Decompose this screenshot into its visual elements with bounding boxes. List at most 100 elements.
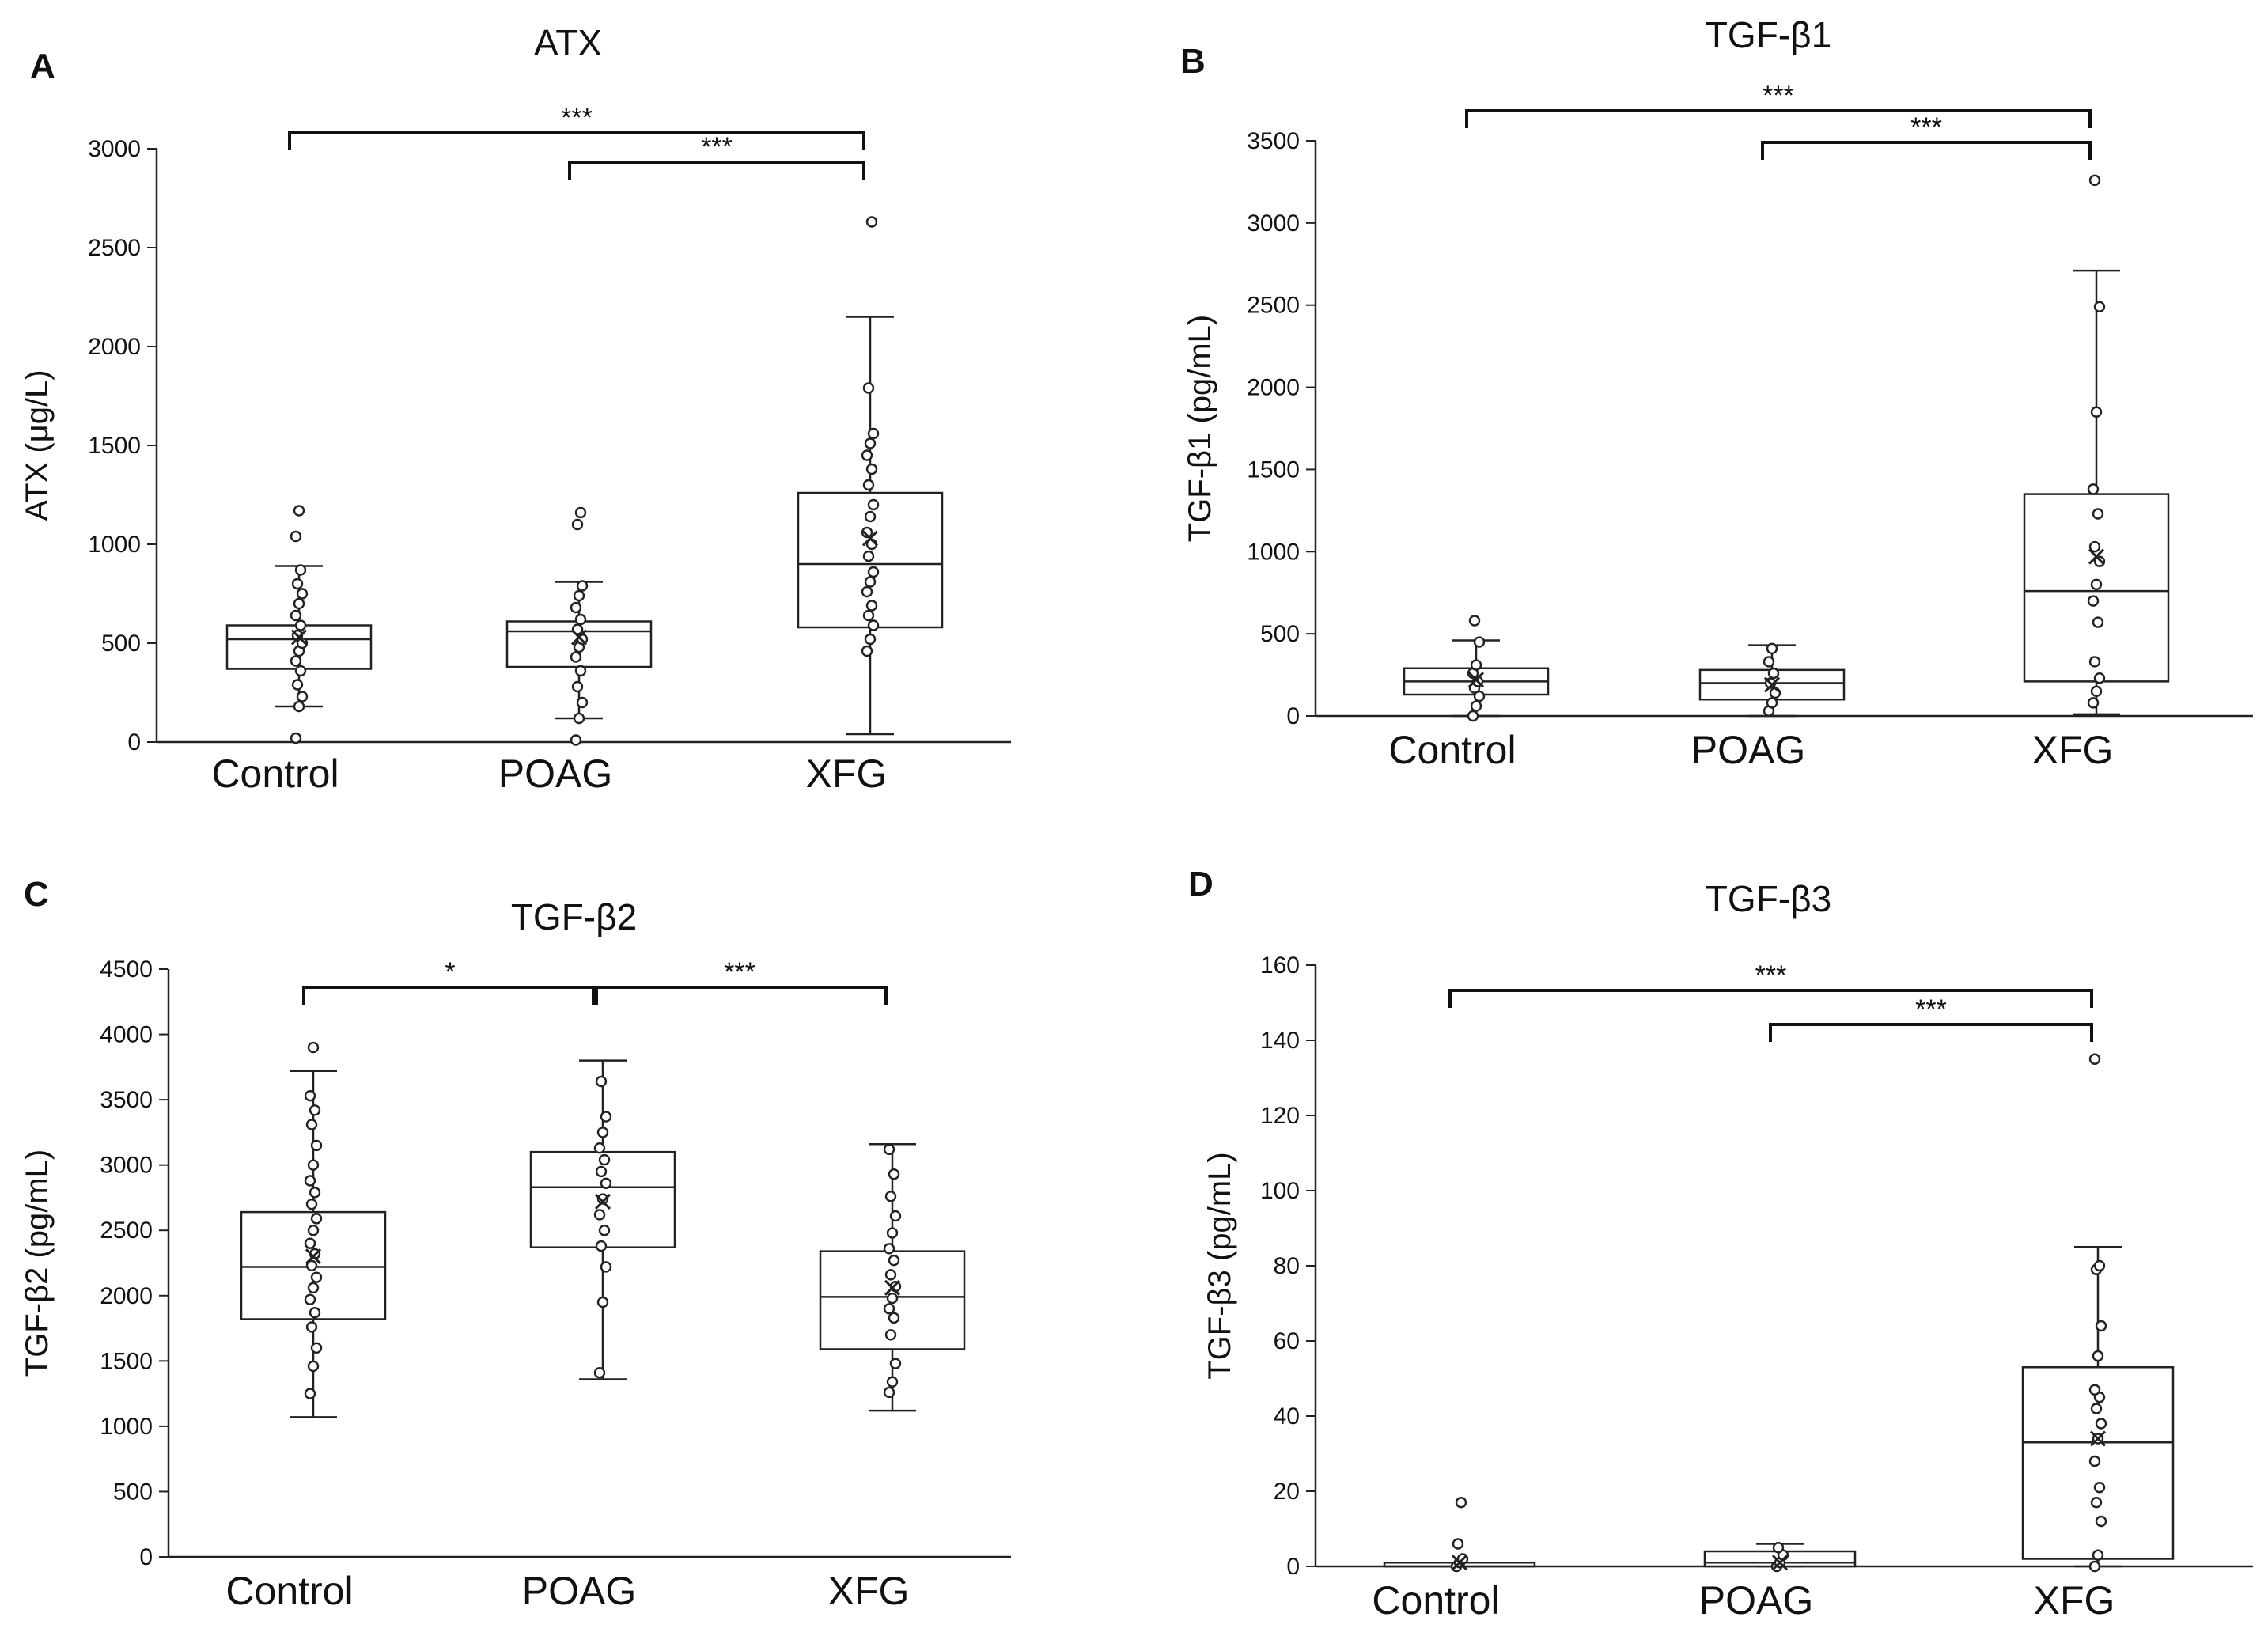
data-point	[294, 665, 307, 677]
y-tick-label: 2500	[88, 235, 141, 261]
data-point	[861, 645, 873, 657]
data-point	[593, 1142, 606, 1154]
data-point	[600, 1261, 612, 1273]
y-tick-label: 140	[1260, 1028, 1300, 1054]
data-point	[598, 1153, 611, 1166]
data-point	[290, 655, 302, 667]
x-category-label: POAG	[498, 752, 612, 796]
data-point	[2088, 1455, 2101, 1467]
y-tick-label: 160	[1260, 952, 1300, 979]
data-point	[864, 576, 877, 588]
data-point	[2087, 697, 2100, 709]
mean-marker	[2088, 548, 2105, 565]
data-point	[2093, 1482, 2106, 1494]
mean-stroke	[594, 1193, 611, 1210]
data-point	[867, 427, 880, 440]
data-point	[596, 1296, 609, 1308]
data-point	[310, 1342, 323, 1354]
data-point	[2088, 540, 2101, 553]
y-tick-label: 100	[1260, 1178, 1300, 1204]
data-point	[867, 498, 880, 511]
data-point	[886, 1376, 899, 1388]
data-point	[1767, 667, 1780, 680]
y-tick-label: 0	[1286, 703, 1300, 729]
data-point	[291, 679, 304, 691]
data-point	[862, 479, 875, 491]
data-point	[304, 1293, 316, 1305]
data-point	[571, 680, 584, 693]
data-point	[1763, 656, 1775, 668]
box-poag	[505, 506, 653, 746]
data-point	[1452, 1538, 1464, 1550]
panel-letter: A	[30, 47, 55, 85]
box-poag	[1698, 642, 1846, 718]
data-point	[2088, 1384, 2101, 1396]
y-tick-label: 2000	[1247, 375, 1300, 401]
data-point	[865, 600, 878, 612]
data-point	[2090, 578, 2103, 591]
y-tick-label: 1000	[1247, 539, 1300, 565]
chart-title: TGF-β3	[1706, 878, 1831, 919]
data-point	[2093, 672, 2106, 684]
significance-label: ***	[561, 103, 593, 133]
data-point	[291, 578, 304, 590]
significance-bracket	[288, 131, 865, 150]
y-tick-label: 2000	[100, 1283, 153, 1309]
y-tick-label: 0	[1286, 1554, 1300, 1580]
data-point	[2090, 685, 2103, 698]
y-tick-label: 60	[1274, 1328, 1300, 1354]
significance-label: ***	[1910, 112, 1942, 142]
mean-stroke	[290, 629, 308, 646]
data-point	[293, 505, 305, 517]
data-point	[867, 619, 880, 631]
significance-label: ***	[701, 132, 733, 162]
data-point	[573, 712, 585, 725]
data-point	[304, 1388, 316, 1399]
data-point	[593, 1209, 606, 1221]
data-point	[1468, 615, 1481, 627]
mean-stroke	[884, 1279, 901, 1296]
mean-marker	[1771, 1555, 1789, 1571]
data-point	[1470, 700, 1482, 712]
significance-label: *	[445, 957, 455, 987]
data-point	[888, 1254, 900, 1267]
significance-bracket	[302, 986, 598, 1005]
data-point	[294, 564, 307, 576]
mean-marker	[305, 1248, 322, 1265]
data-point	[2092, 1350, 2104, 1362]
data-point	[570, 601, 582, 614]
significance-bracket	[568, 161, 865, 180]
data-point	[2087, 595, 2100, 607]
mean-marker	[570, 629, 588, 646]
y-axis-label: TGF-β2 (pg/mL)	[20, 1149, 55, 1377]
mean-marker	[1467, 672, 1485, 688]
y-tick-label: 3500	[1247, 128, 1300, 154]
data-point	[864, 633, 877, 646]
data-point	[2090, 406, 2103, 418]
y-tick-label: 0	[139, 1544, 153, 1570]
data-point	[307, 1041, 320, 1054]
data-point	[2093, 1259, 2106, 1272]
data-point	[883, 1243, 895, 1255]
data-point	[307, 1360, 320, 1373]
data-point	[305, 1198, 318, 1210]
data-point	[864, 510, 877, 523]
data-point	[593, 1366, 606, 1379]
data-point	[2088, 656, 2101, 668]
data-point	[305, 1259, 318, 1272]
data-point	[309, 1307, 321, 1319]
y-tick-label: 500	[113, 1479, 153, 1505]
data-point	[865, 216, 878, 228]
box-control	[1403, 615, 1550, 722]
data-point	[883, 1143, 895, 1156]
data-point	[573, 589, 585, 602]
data-point	[307, 1225, 320, 1236]
mean-marker	[1763, 676, 1781, 693]
data-point	[574, 665, 587, 677]
data-point	[883, 1386, 895, 1399]
y-tick-label: 4500	[100, 956, 153, 983]
data-point	[2088, 174, 2101, 187]
data-point	[304, 1089, 316, 1102]
data-point	[2090, 1403, 2103, 1414]
mean-marker	[884, 1279, 901, 1296]
